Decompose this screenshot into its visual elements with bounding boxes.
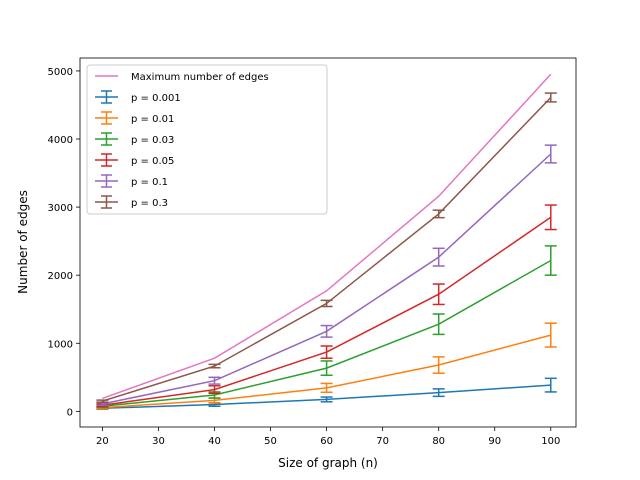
legend-label: Maximum number of edges — [131, 72, 269, 83]
x-axis: 20 30 40 50 60 70 80 90 100 — [96, 427, 560, 447]
error-bar — [432, 313, 445, 336]
x-tick-label: 20 — [96, 436, 109, 447]
error-bar — [544, 245, 557, 276]
legend-label: p = 0.03 — [131, 135, 174, 146]
x-tick-label: 30 — [152, 436, 165, 447]
y-axis: 0 1000 2000 3000 4000 5000 — [48, 67, 80, 418]
x-tick-label: 80 — [432, 436, 445, 447]
error-bar — [208, 363, 221, 369]
legend-item: p = 0.1 — [95, 174, 168, 188]
error-bar — [544, 377, 557, 393]
error-bar — [432, 356, 445, 374]
error-bar — [208, 376, 221, 385]
series-1 — [96, 377, 557, 411]
error-bar — [544, 144, 557, 164]
error-bar — [544, 322, 557, 348]
legend-item: p = 0.3 — [95, 195, 168, 209]
error-bar — [320, 324, 333, 338]
y-tick-label: 5000 — [48, 67, 73, 78]
error-bar — [208, 385, 221, 395]
legend-label: p = 0.3 — [131, 198, 168, 209]
y-tick-label: 1000 — [48, 339, 73, 350]
error-bar — [320, 345, 333, 359]
error-bar — [432, 247, 445, 267]
legend-item: Maximum number of edges — [95, 72, 269, 83]
error-bar — [432, 388, 445, 398]
y-tick-label: 3000 — [48, 203, 73, 214]
x-tick-label: 50 — [264, 436, 277, 447]
x-axis-label: Size of graph (n) — [278, 456, 378, 470]
x-tick-label: 40 — [208, 436, 221, 447]
legend-label: p = 0.05 — [131, 156, 174, 167]
legend-item: p = 0.01 — [95, 111, 174, 125]
plot-content — [96, 73, 557, 411]
legend-label: p = 0.1 — [131, 177, 168, 188]
error-bar — [320, 360, 333, 377]
x-tick-label: 90 — [488, 436, 501, 447]
legend-item: p = 0.001 — [95, 90, 181, 104]
error-bar — [544, 204, 557, 231]
legend-label: p = 0.01 — [131, 114, 174, 125]
error-bar — [96, 399, 109, 403]
y-tick-label: 4000 — [48, 135, 73, 146]
y-tick-label: 2000 — [48, 271, 73, 282]
error-bar — [432, 283, 445, 306]
error-bar — [320, 396, 333, 403]
legend-label: p = 0.001 — [131, 93, 181, 104]
x-tick-label: 70 — [376, 436, 389, 447]
series-6 — [96, 92, 557, 403]
y-tick-label: 0 — [67, 407, 73, 418]
plot-frame — [79, 57, 577, 428]
error-bar — [432, 209, 445, 219]
legend-item: p = 0.03 — [95, 132, 174, 146]
series-4 — [96, 204, 557, 408]
error-bar — [320, 382, 333, 394]
x-tick-label: 100 — [541, 436, 560, 447]
x-tick-label: 60 — [320, 436, 333, 447]
legend-item: p = 0.05 — [95, 153, 174, 167]
error-bar — [320, 299, 333, 308]
y-axis-label: Number of edges — [16, 190, 30, 294]
legend-box — [86, 64, 328, 215]
series-0 — [102, 73, 552, 400]
error-bar — [544, 92, 557, 103]
series-line-0 — [102, 73, 552, 400]
legend: Maximum number of edges p = 0.001 p = 0.01… — [86, 64, 328, 215]
